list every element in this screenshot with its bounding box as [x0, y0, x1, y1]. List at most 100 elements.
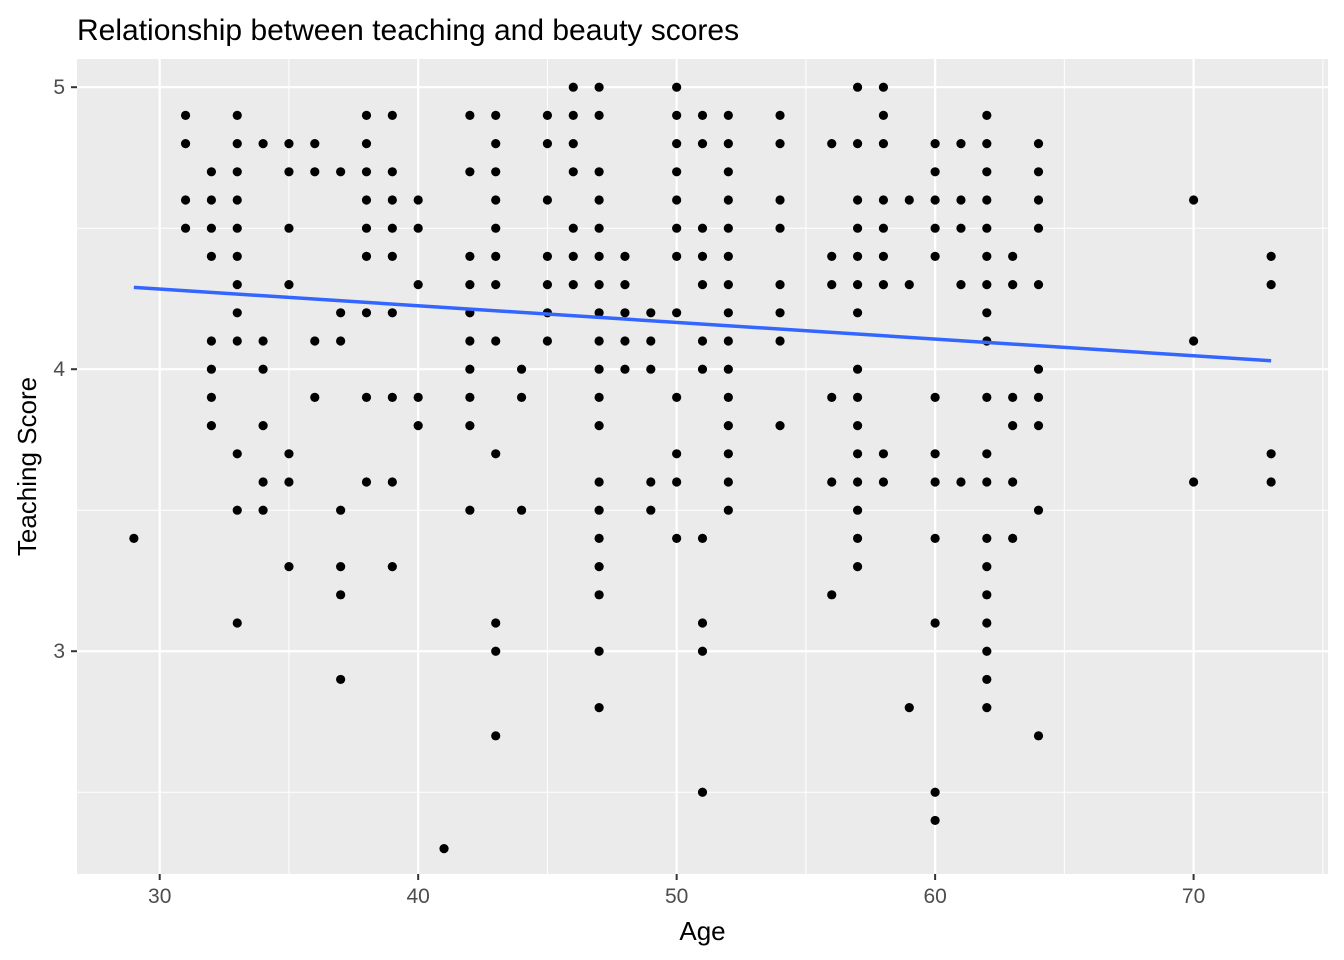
data-point: [180, 223, 191, 233]
data-point: [1008, 280, 1018, 290]
data-point: [336, 505, 346, 515]
data-point: [697, 280, 708, 290]
data-point: [1033, 195, 1044, 205]
y-axis-title: Teaching Score: [12, 377, 42, 556]
data-point: [646, 336, 656, 346]
data-point: [982, 392, 992, 403]
data-point: [723, 110, 733, 121]
data-point: [672, 477, 682, 487]
data-point: [1033, 223, 1044, 233]
data-point: [827, 280, 837, 290]
data-point: [594, 251, 604, 262]
data-point: [1008, 421, 1018, 431]
x-tick-label: 50: [665, 885, 688, 908]
data-point: [465, 280, 475, 290]
data-point: [129, 533, 139, 544]
data-point: [594, 308, 604, 318]
data-point: [852, 533, 863, 544]
data-point: [284, 139, 294, 149]
data-point: [491, 110, 501, 121]
data-point: [1033, 421, 1044, 431]
data-point: [1008, 533, 1018, 544]
data-point: [672, 195, 682, 205]
data-point: [491, 336, 501, 346]
data-point: [491, 251, 501, 262]
data-point: [672, 308, 682, 318]
data-point: [594, 562, 604, 572]
data-point: [982, 674, 992, 685]
data-point: [258, 477, 268, 487]
data-point: [775, 139, 785, 149]
data-point: [982, 562, 992, 572]
data-point: [284, 449, 294, 459]
data-point: [491, 449, 501, 459]
data-point: [387, 308, 397, 318]
data-point: [697, 110, 708, 121]
data-point: [465, 364, 475, 374]
data-point: [568, 139, 578, 149]
data-point: [878, 110, 889, 121]
data-point: [491, 280, 501, 290]
data-point: [284, 477, 294, 487]
data-point: [594, 590, 604, 600]
data-point: [878, 139, 889, 149]
data-point: [723, 449, 733, 459]
data-point: [594, 364, 604, 374]
y-axis-ticks: 3 4 5: [53, 76, 77, 663]
data-point: [594, 421, 604, 431]
data-point: [284, 562, 294, 572]
data-point: [775, 110, 785, 121]
data-point: [491, 618, 501, 628]
data-point: [361, 308, 372, 318]
data-point: [878, 477, 889, 487]
data-point: [672, 392, 682, 403]
data-point: [982, 139, 992, 149]
x-axis-ticks: 30 40 50 60 70: [148, 874, 1205, 908]
data-point: [697, 618, 708, 628]
data-point: [672, 223, 682, 233]
data-point: [620, 251, 630, 262]
data-point: [1266, 477, 1276, 487]
data-point: [206, 392, 217, 403]
data-point: [723, 364, 733, 374]
data-point: [852, 364, 863, 374]
data-point: [1008, 392, 1018, 403]
data-point: [1033, 139, 1044, 149]
data-point: [956, 280, 966, 290]
data-point: [672, 533, 682, 544]
data-points: [129, 82, 1276, 854]
data-point: [232, 167, 242, 177]
data-point: [878, 251, 889, 262]
data-point: [387, 195, 397, 205]
data-point: [982, 590, 992, 600]
data-point: [878, 223, 889, 233]
data-point: [465, 167, 475, 177]
data-point: [697, 223, 708, 233]
data-point: [775, 195, 785, 205]
x-tick-label: 60: [923, 885, 946, 908]
data-point: [568, 110, 578, 121]
data-point: [982, 167, 992, 177]
data-point: [1033, 505, 1044, 515]
data-point: [258, 336, 268, 346]
data-point: [465, 421, 475, 431]
data-point: [878, 195, 889, 205]
data-point: [723, 392, 733, 403]
trend-line: [133, 285, 1272, 363]
data-point: [465, 251, 475, 262]
data-point: [852, 280, 863, 290]
data-point: [827, 251, 837, 262]
data-point: [258, 364, 268, 374]
data-point: [594, 505, 604, 515]
data-point: [361, 195, 372, 205]
data-point: [827, 590, 837, 600]
data-point: [413, 421, 423, 431]
data-point: [413, 280, 423, 290]
data-point: [852, 421, 863, 431]
data-point: [878, 82, 889, 92]
data-point: [827, 392, 837, 403]
data-point: [1033, 731, 1044, 741]
data-point: [775, 421, 785, 431]
data-point: [180, 139, 191, 149]
